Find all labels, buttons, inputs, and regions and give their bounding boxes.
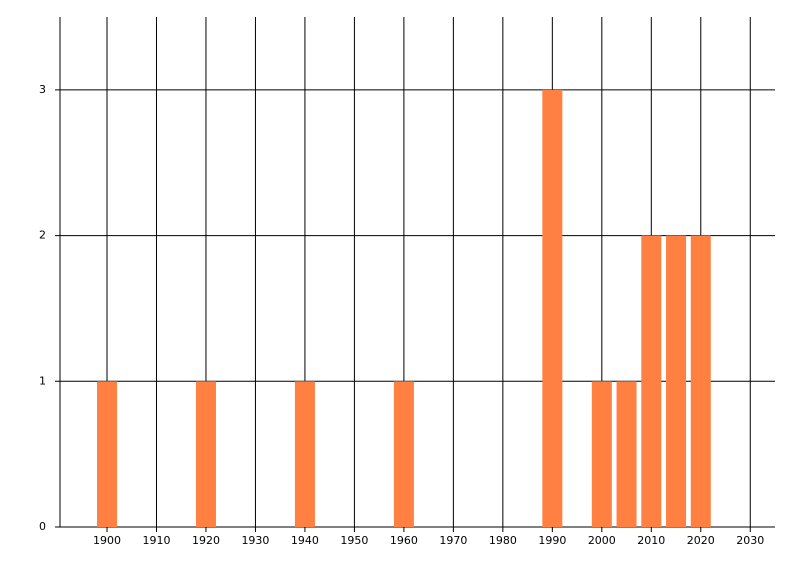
y-tick-label: 3: [39, 83, 46, 96]
x-tick-label: 1990: [538, 534, 566, 547]
x-tick-label: 1910: [142, 534, 170, 547]
bar: [195, 381, 216, 527]
y-tick-label: 0: [39, 520, 46, 533]
bar: [666, 235, 687, 528]
bar: [641, 235, 662, 528]
x-tick-label: 1980: [489, 534, 517, 547]
bar: [393, 381, 414, 527]
x-tick-label: 2030: [736, 534, 764, 547]
x-tick-label: 1920: [192, 534, 220, 547]
bar: [616, 381, 637, 527]
x-tick-label: 1930: [241, 534, 269, 547]
bar: [97, 381, 118, 527]
x-tick-label: 1960: [390, 534, 418, 547]
x-tick-label: 1970: [439, 534, 467, 547]
y-tick-label: 2: [39, 229, 46, 242]
bar: [591, 381, 612, 527]
bar: [294, 381, 315, 527]
bar: [542, 89, 563, 527]
x-tick-label: 2020: [687, 534, 715, 547]
bar: [690, 235, 711, 528]
x-tick-label: 1940: [291, 534, 319, 547]
y-tick-label: 1: [39, 374, 46, 387]
x-tick-label: 1900: [93, 534, 121, 547]
x-tick-label: 1950: [340, 534, 368, 547]
x-tick-label: 2010: [637, 534, 665, 547]
x-tick-label: 2000: [588, 534, 616, 547]
